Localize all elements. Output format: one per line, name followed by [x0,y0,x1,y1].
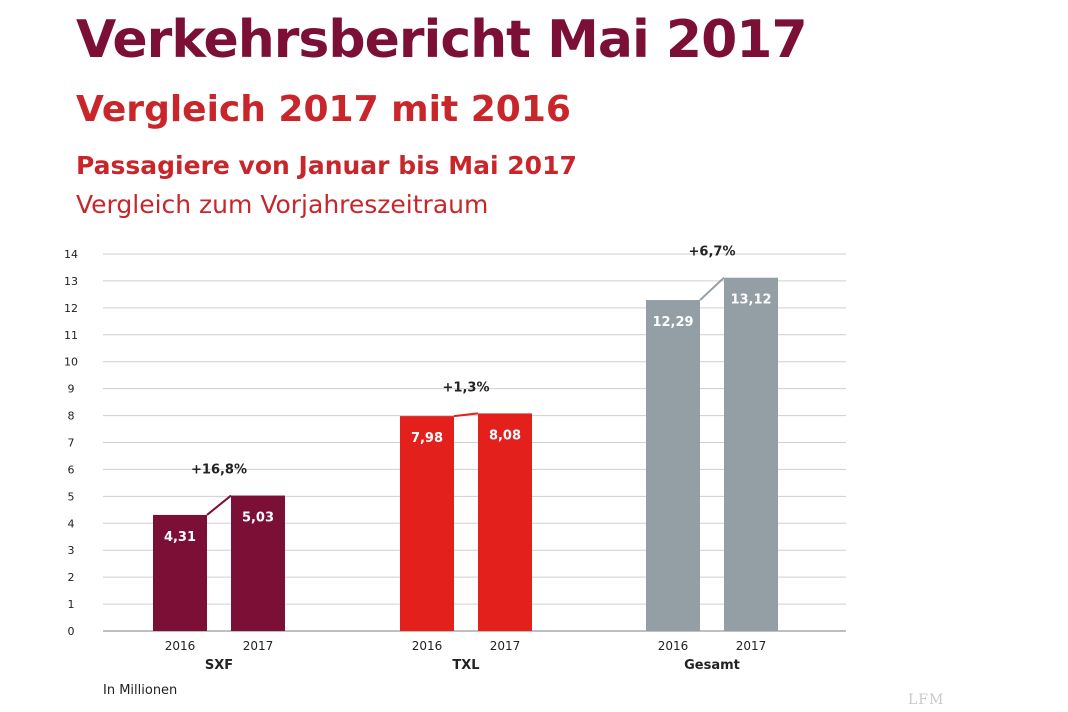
bar [478,413,532,631]
y-tick-label: 7 [68,437,75,450]
y-tick-label: 14 [64,248,78,261]
change-connector [206,494,232,516]
bar-value-label: 12,29 [652,315,693,330]
y-tick-label: 6 [68,463,75,476]
y-tick-label: 9 [68,383,75,396]
bar [400,416,454,631]
bar-value-label: 7,98 [411,431,443,446]
y-tick-label: 10 [64,356,78,369]
year-tick-label: 2017 [490,639,521,653]
change-connector [453,412,479,418]
y-tick-label: 5 [68,490,75,503]
y-tick-label: 0 [68,625,75,638]
y-tick-label: 1 [68,598,75,611]
change-connector [699,276,725,301]
y-tick-label: 8 [68,410,75,423]
y-tick-label: 3 [68,544,75,557]
bar [646,300,700,631]
y-tick-label: 13 [64,275,78,288]
y-tick-label: 4 [68,517,75,530]
bar [231,495,285,631]
year-tick-label: 2016 [412,639,443,653]
category-label: TXL [452,658,479,673]
change-label: +6,7% [689,245,736,260]
y-tick-label: 12 [64,302,78,315]
category-label: SXF [205,658,233,673]
bar [153,514,207,631]
bar-value-label: 5,03 [242,511,274,526]
year-tick-label: 2017 [243,639,274,653]
year-tick-label: 2017 [736,639,767,653]
bar-value-label: 4,31 [164,530,196,545]
change-label: +16,8% [191,463,247,478]
bar [724,277,778,631]
bar-value-label: 8,08 [489,428,521,443]
change-label: +1,3% [443,380,490,395]
year-tick-label: 2016 [658,639,689,653]
unit-note: In Millionen [103,683,178,698]
bar-value-label: 13,12 [730,293,771,308]
page-subtitle: Vergleich 2017 mit 2016 [76,89,571,130]
y-tick-label: 11 [64,329,78,342]
year-tick-label: 2016 [165,639,196,653]
watermark: LFM [908,692,945,708]
y-tick-label: 2 [68,571,75,584]
chart-title: Passagiere von Januar bis Mai 2017 [76,151,577,180]
page-title: Verkehrsbericht Mai 2017 [76,10,808,70]
chart-subtitle: Vergleich zum Vorjahreszeitraum [76,190,489,219]
category-label: Gesamt [684,658,740,673]
